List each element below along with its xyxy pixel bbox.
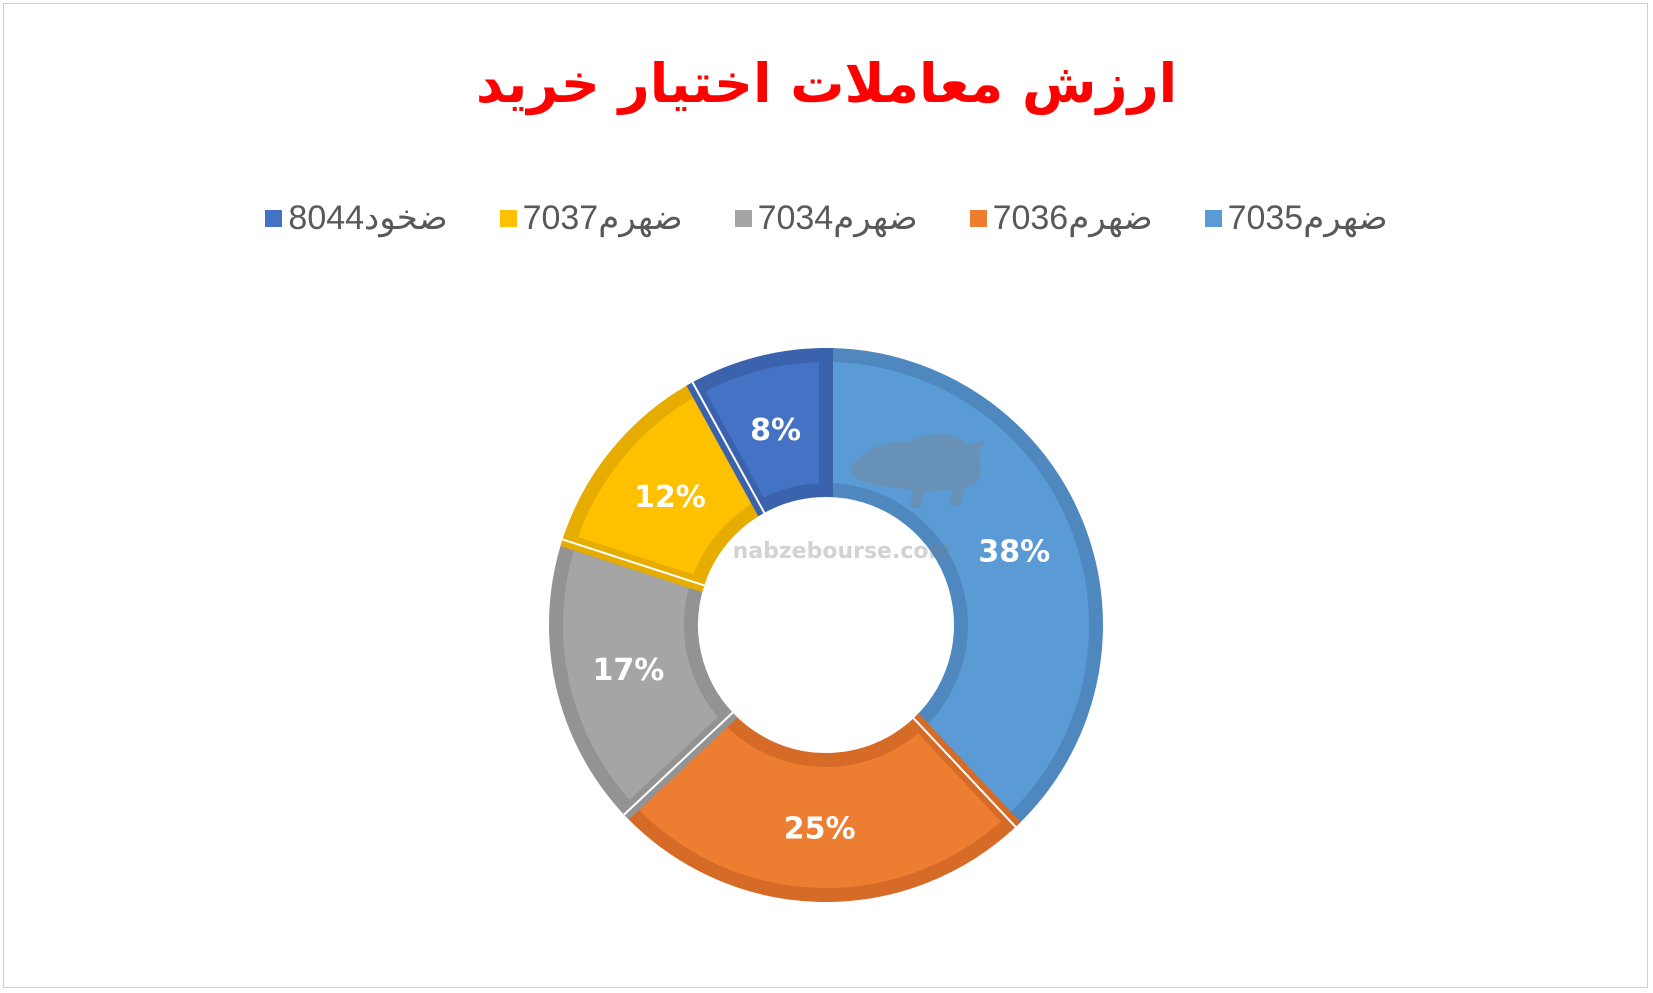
legend-label: ضهرم7034	[757, 199, 918, 237]
slice-separator	[912, 717, 1017, 828]
slice-labels: 38% 25% 17% 12% 8%	[592, 413, 1050, 847]
legend: ضخود8044 ضهرم7037 ضهرم7034 ضهرم7036 ضهرم7035	[0, 195, 1653, 241]
legend-item: ضخود8044	[265, 198, 448, 238]
legend-item: ضهرم7036	[969, 198, 1153, 238]
slice-separator	[623, 711, 734, 816]
slice-separator	[691, 381, 766, 514]
donut-slice	[819, 347, 1103, 832]
legend-swatch	[734, 209, 752, 227]
legend-swatch	[265, 209, 283, 227]
chart-title: ارزش معاملات اختیار خرید	[475, 52, 1178, 115]
slice-label: 17%	[592, 653, 664, 688]
slice-separator	[562, 538, 705, 587]
slice-label: 25%	[784, 811, 856, 846]
legend-label: ضخود8044	[288, 199, 448, 237]
legend-label: ضهرم7037	[522, 199, 683, 237]
slice-label: 38%	[978, 534, 1050, 569]
donut-slices	[549, 347, 1103, 902]
donut-slice	[619, 707, 1021, 902]
watermark: nabzebourse.com	[733, 434, 985, 564]
legend-item: ضهرم7034	[734, 198, 918, 238]
slice-label: 12%	[634, 480, 706, 515]
donut-slice	[549, 532, 738, 820]
legend-label: ضهرم7036	[992, 199, 1153, 237]
slice-label: 8%	[750, 413, 801, 448]
legend-swatch	[499, 209, 517, 227]
legend-swatch	[969, 209, 987, 227]
legend-label: ضهرم7035	[1227, 199, 1388, 237]
donut-slice	[686, 347, 833, 517]
legend-item: ضهرم7037	[499, 198, 683, 238]
legend-swatch	[1204, 209, 1222, 227]
legend-item: ضهرم7035	[1204, 198, 1388, 238]
bull-icon	[850, 434, 985, 508]
watermark-text: nabzebourse.com	[733, 539, 952, 564]
